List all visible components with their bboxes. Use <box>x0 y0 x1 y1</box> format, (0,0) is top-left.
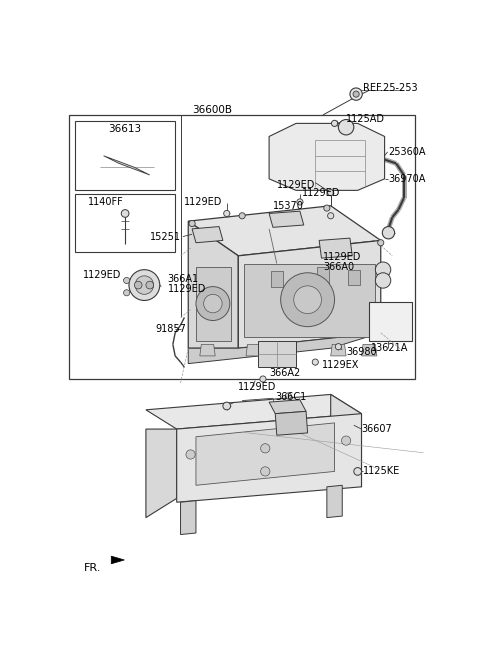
Polygon shape <box>269 400 306 414</box>
Text: 1129ED: 1129ED <box>238 382 276 392</box>
Polygon shape <box>269 123 384 190</box>
Polygon shape <box>327 485 342 518</box>
Circle shape <box>332 120 337 127</box>
Circle shape <box>297 199 303 205</box>
Circle shape <box>328 190 334 195</box>
Circle shape <box>382 226 395 239</box>
Polygon shape <box>192 226 223 243</box>
Circle shape <box>354 468 361 475</box>
Text: 366A0: 366A0 <box>323 262 354 272</box>
Text: 15251: 15251 <box>150 232 180 241</box>
Polygon shape <box>244 264 375 337</box>
Bar <box>75 194 175 252</box>
Polygon shape <box>317 268 329 283</box>
Circle shape <box>324 205 330 211</box>
Text: 1129EX: 1129EX <box>322 360 359 370</box>
Bar <box>69 115 415 379</box>
Text: 1129ED: 1129ED <box>323 253 361 262</box>
Text: FR.: FR. <box>84 563 102 573</box>
Polygon shape <box>271 271 283 287</box>
Circle shape <box>121 210 129 217</box>
Polygon shape <box>275 411 308 435</box>
Circle shape <box>129 270 160 300</box>
Polygon shape <box>331 344 346 356</box>
Polygon shape <box>104 155 150 175</box>
Circle shape <box>328 213 334 219</box>
Text: 366A2: 366A2 <box>269 368 300 378</box>
Text: 1129ED: 1129ED <box>184 197 223 207</box>
Circle shape <box>261 443 270 453</box>
Circle shape <box>338 119 354 135</box>
Polygon shape <box>146 394 361 429</box>
Bar <box>369 302 411 340</box>
Text: REF.25-253: REF.25-253 <box>363 83 418 93</box>
Text: 36607: 36607 <box>361 424 392 434</box>
Polygon shape <box>348 270 360 285</box>
Polygon shape <box>238 240 381 348</box>
Polygon shape <box>196 423 335 485</box>
Circle shape <box>285 393 291 399</box>
Text: 1125KE: 1125KE <box>363 466 400 476</box>
Text: 1140FF: 1140FF <box>88 197 124 207</box>
Circle shape <box>350 88 362 100</box>
Polygon shape <box>319 238 352 258</box>
Text: 91857: 91857 <box>155 324 186 334</box>
Text: 1125AD: 1125AD <box>346 113 385 124</box>
Circle shape <box>189 220 195 226</box>
Circle shape <box>196 287 230 321</box>
Text: 36613: 36613 <box>108 124 142 134</box>
Text: 1129ED: 1129ED <box>277 180 315 190</box>
Polygon shape <box>246 344 262 356</box>
Circle shape <box>375 262 391 277</box>
Text: 36600B: 36600B <box>192 104 232 115</box>
Polygon shape <box>180 501 196 535</box>
Polygon shape <box>258 340 296 367</box>
Text: 1129ED: 1129ED <box>83 270 121 280</box>
Circle shape <box>336 344 341 350</box>
Text: 36980: 36980 <box>346 347 377 357</box>
Polygon shape <box>200 344 215 356</box>
Circle shape <box>123 290 130 296</box>
Polygon shape <box>177 414 361 502</box>
Circle shape <box>294 286 322 314</box>
Circle shape <box>281 273 335 327</box>
Circle shape <box>123 277 130 283</box>
Polygon shape <box>269 211 304 228</box>
Circle shape <box>186 450 195 459</box>
Circle shape <box>378 239 384 246</box>
Polygon shape <box>196 268 230 340</box>
Circle shape <box>134 281 142 289</box>
Circle shape <box>223 402 230 410</box>
Text: 15370: 15370 <box>273 201 304 211</box>
Circle shape <box>353 91 359 97</box>
Polygon shape <box>188 221 238 348</box>
Circle shape <box>341 436 351 445</box>
Text: 366A1: 366A1 <box>168 274 199 284</box>
Circle shape <box>375 273 391 288</box>
Text: 13621A: 13621A <box>371 343 408 353</box>
Circle shape <box>224 211 230 216</box>
Bar <box>75 121 175 190</box>
Circle shape <box>261 467 270 476</box>
Circle shape <box>146 281 154 289</box>
Polygon shape <box>188 333 381 363</box>
Text: 36970A: 36970A <box>388 174 426 184</box>
Polygon shape <box>111 556 124 564</box>
Polygon shape <box>188 206 381 256</box>
Circle shape <box>204 295 222 313</box>
Circle shape <box>260 376 266 382</box>
Text: 1129ED: 1129ED <box>302 188 341 197</box>
Circle shape <box>239 213 245 219</box>
Text: 1129ED: 1129ED <box>168 284 206 294</box>
Text: 25360A: 25360A <box>388 147 426 157</box>
Circle shape <box>135 276 154 295</box>
Polygon shape <box>146 429 177 518</box>
Text: 366C1: 366C1 <box>275 392 307 401</box>
Circle shape <box>312 359 318 365</box>
Polygon shape <box>331 394 361 487</box>
Polygon shape <box>361 344 377 356</box>
